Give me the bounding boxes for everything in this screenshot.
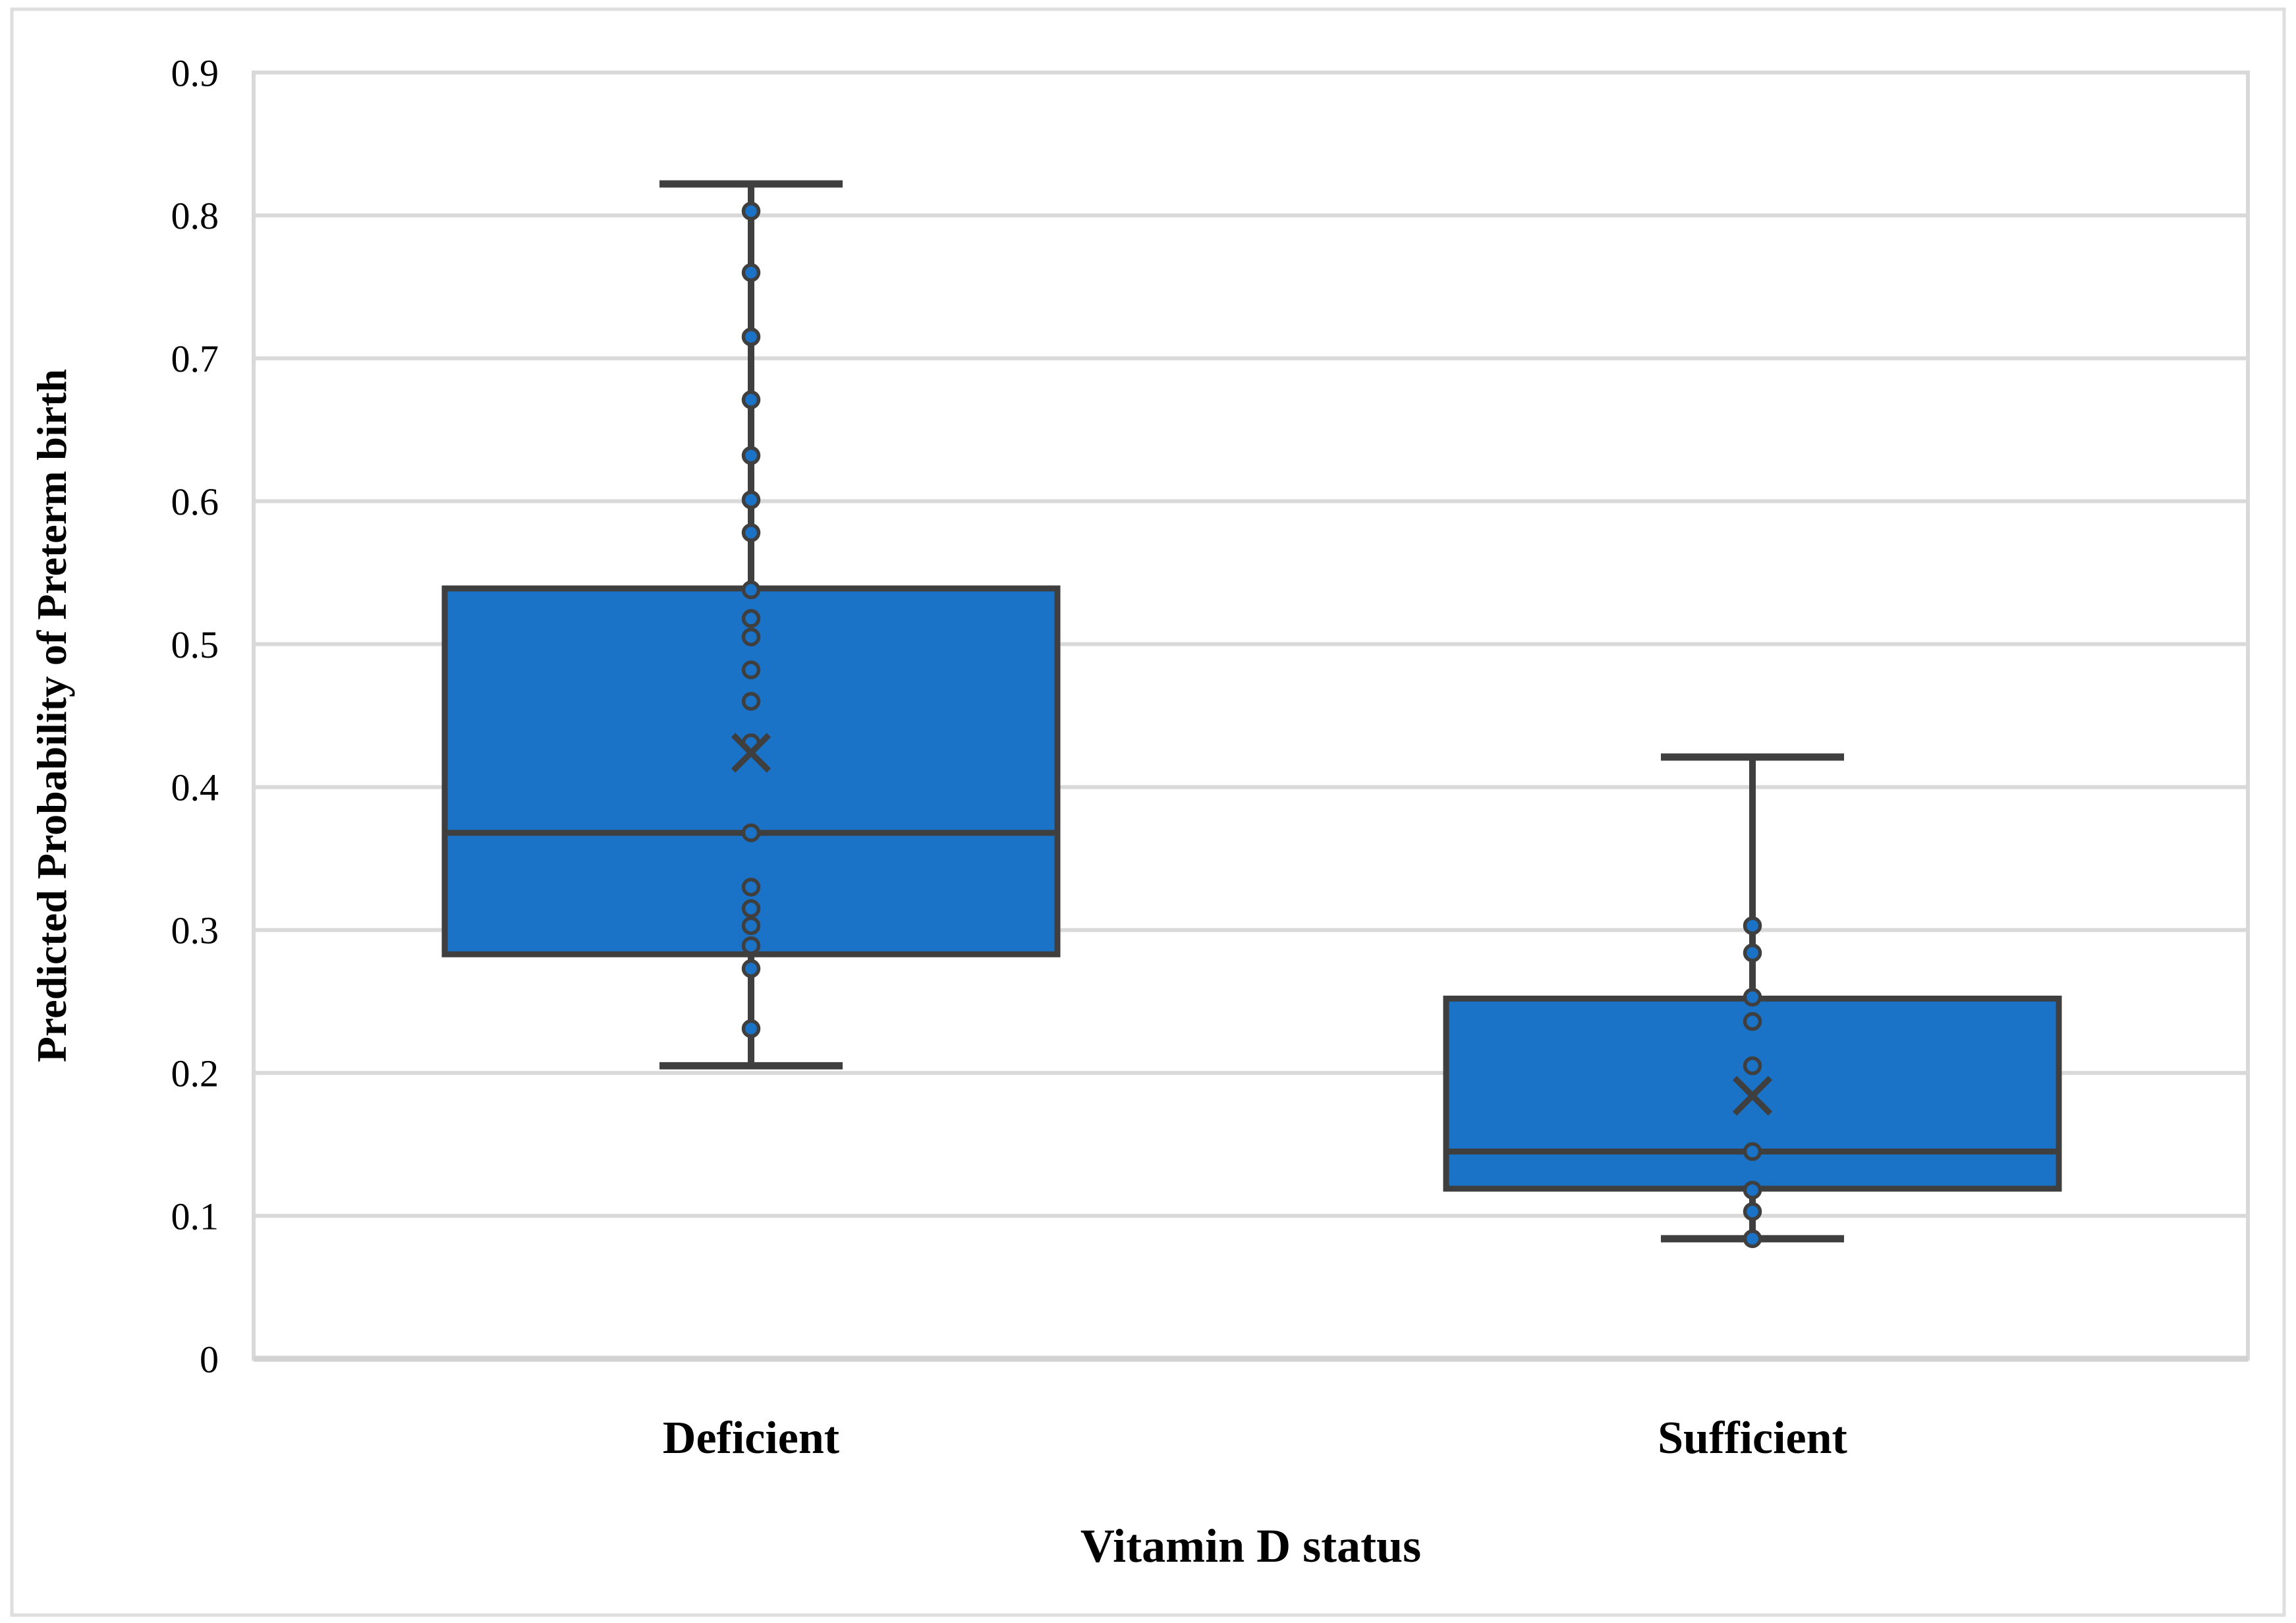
sufficient-data-point-marker [1743, 1202, 1762, 1221]
deficient-data-point-marker [741, 959, 761, 979]
deficient-data-point-marker [741, 202, 761, 221]
sufficient-data-point-marker [1743, 988, 1762, 1007]
deficient-data-point-marker [741, 580, 761, 600]
deficient-data-point-marker [741, 916, 761, 936]
sufficient-data-point-marker [1743, 943, 1762, 963]
x-axis-title: Vitamin D status [1080, 1520, 1421, 1572]
sufficient-data-point-marker [1743, 1180, 1762, 1200]
deficient-data-point-marker [741, 899, 761, 919]
deficient-data-point-marker [741, 627, 761, 646]
deficient-data-point-marker [741, 660, 761, 679]
sufficient-data-point-marker [1743, 1056, 1762, 1075]
y-tick-label-0.1: 0.1 [171, 1195, 219, 1238]
deficient-data-point-marker [741, 1019, 761, 1039]
category-label-sufficient: Sufficient [1658, 1413, 1847, 1464]
deficient-data-point-marker [741, 490, 761, 509]
sufficient-data-point-marker [1743, 1011, 1762, 1031]
y-axis-title: Predicted Probability of Preterm birth [28, 369, 75, 1062]
y-tick-label-0.2: 0.2 [171, 1052, 219, 1095]
deficient-data-point-marker [741, 327, 761, 347]
deficient-data-point-marker [741, 390, 761, 409]
sufficient-data-point-marker [1743, 1229, 1762, 1249]
y-tick-label-0.5: 0.5 [171, 623, 219, 666]
deficient-data-point-marker [741, 878, 761, 897]
sufficient-mean-x-marker [1732, 1075, 1773, 1116]
deficient-data-point-marker [741, 692, 761, 711]
y-tick-label-0.7: 0.7 [171, 337, 219, 380]
sufficient-data-point-marker [1743, 1142, 1762, 1161]
y-tick-label-0: 0 [200, 1338, 219, 1381]
deficient-data-point-marker [741, 263, 761, 282]
category-label-deficient: Deficient [663, 1413, 839, 1464]
y-tick-label-0.9: 0.9 [171, 51, 219, 94]
deficient-mean-x-marker [731, 733, 771, 773]
y-tick-label-0.4: 0.4 [171, 766, 219, 809]
deficient-data-point-marker [741, 609, 761, 628]
y-tick-label-0.3: 0.3 [171, 909, 219, 952]
deficient-data-point-marker [741, 936, 761, 955]
y-tick-label-0.6: 0.6 [171, 480, 219, 523]
deficient-data-point-marker [741, 823, 761, 843]
figure-border [10, 7, 2286, 1617]
sufficient-data-point-marker [1743, 916, 1762, 936]
y-tick-label-0.8: 0.8 [171, 194, 219, 237]
deficient-data-point-marker [741, 446, 761, 465]
deficient-data-point-marker [741, 523, 761, 542]
